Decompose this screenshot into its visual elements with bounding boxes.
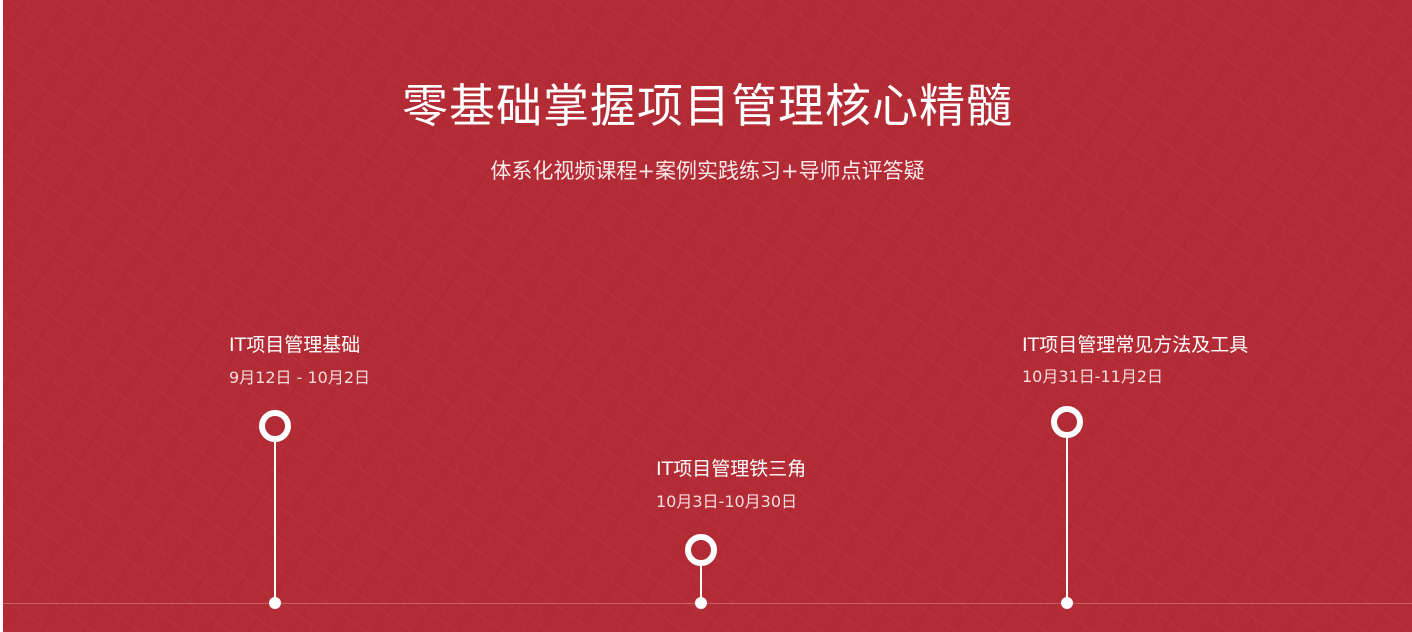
milestone-stem [274,440,276,600]
page-subtitle: 体系化视频课程+案例实践练习+导师点评答疑 [490,159,925,183]
milestone-title: IT项目管理铁三角 [656,458,807,480]
milestone-date: 10月3日-10月30日 [656,492,798,511]
milestone-title: IT项目管理常见方法及工具 [1022,334,1249,356]
milestone-ring-marker [685,534,717,566]
milestone-date: 9月12日 - 10月2日 [229,368,371,387]
milestone-stem [700,564,702,600]
milestone-title: IT项目管理基础 [229,334,361,356]
page-title: 零基础掌握项目管理核心精髓 [402,79,1013,133]
milestone-ring-marker [1051,406,1083,438]
course-banner: 零基础掌握项目管理核心精髓 体系化视频课程+案例实践练习+导师点评答疑 IT项目… [3,0,1412,632]
milestone-base-dot [1061,597,1073,609]
milestone-ring-marker [259,410,291,442]
milestone-stem [1066,436,1068,600]
timeline-baseline [3,603,1412,604]
milestone-base-dot [269,597,281,609]
milestone-date: 10月31日-11月2日 [1022,367,1164,386]
milestone-base-dot [695,597,707,609]
